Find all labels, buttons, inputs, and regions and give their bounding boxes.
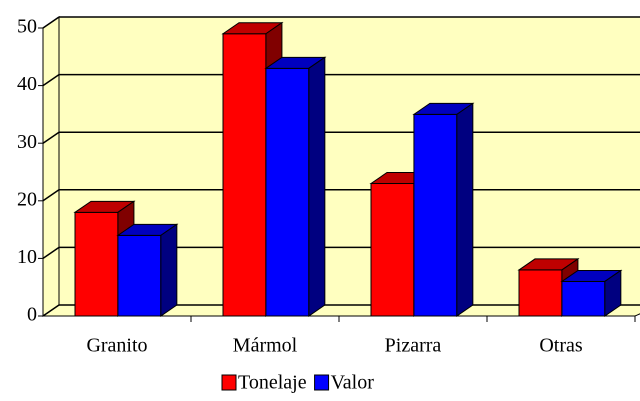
grid-line (42, 189, 60, 202)
y-tick-label: 50 (17, 16, 37, 38)
y-tick-label: 10 (17, 246, 37, 268)
bar-side (160, 223, 178, 317)
grid-line (42, 16, 60, 29)
legend-swatch (314, 374, 330, 391)
legend-label: Tonelaje (238, 372, 307, 394)
grid-line (42, 304, 60, 317)
bar (561, 280, 606, 317)
y-tick-label: 40 (17, 73, 37, 95)
x-tick-label: Mármol (233, 335, 298, 357)
plot: 0 10 20 30 40 50 Granito Mármol Pizarra Otras Tone… (17, 16, 640, 394)
bar (222, 33, 267, 317)
bar (265, 67, 310, 317)
x-tick-label: Pizarra (385, 335, 442, 357)
y-tick-label: 0 (27, 304, 37, 326)
bar (117, 234, 162, 317)
grid-line (42, 73, 60, 87)
bar-side (456, 102, 474, 317)
y-tick-label: 20 (17, 188, 37, 210)
bar (74, 211, 119, 317)
x-tick-label: Otras (539, 335, 583, 357)
bar-side (308, 56, 326, 317)
legend-label: Valor (331, 372, 375, 394)
bar (518, 269, 563, 317)
grid-line (42, 131, 60, 144)
grid-line (42, 246, 60, 260)
legend-swatch (221, 374, 237, 391)
x-tick-label: Granito (86, 335, 147, 357)
side-wall (42, 16, 60, 317)
bar (370, 183, 415, 317)
bar-side (604, 269, 622, 317)
bar (413, 113, 458, 317)
y-tick-label: 30 (17, 131, 37, 153)
